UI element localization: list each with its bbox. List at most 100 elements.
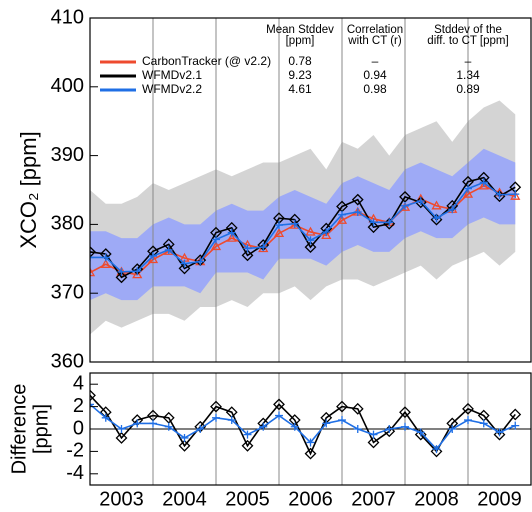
plot-frame xyxy=(89,17,532,363)
marker xyxy=(431,200,442,210)
marker xyxy=(401,201,409,210)
marker xyxy=(432,214,441,223)
stat-value: 4.61 xyxy=(288,82,312,96)
marker xyxy=(338,416,346,425)
marker xyxy=(227,228,236,237)
marker xyxy=(117,425,126,433)
marker xyxy=(369,430,378,439)
y-axis-label: Difference xyxy=(8,384,30,475)
marker xyxy=(90,389,96,402)
series-line xyxy=(90,176,516,279)
y-tick-label: 0 xyxy=(73,417,84,439)
marker xyxy=(464,184,472,193)
marker xyxy=(353,425,362,433)
y-tick-label: 4 xyxy=(73,372,84,394)
marker xyxy=(367,436,380,449)
y-axis-label: [ppm] xyxy=(30,404,52,454)
stat-header: Stddev of the xyxy=(434,24,502,36)
marker xyxy=(479,178,488,187)
y-tick-label: 400 xyxy=(51,75,84,97)
marker xyxy=(133,419,142,428)
marker xyxy=(164,422,173,431)
marker xyxy=(511,421,520,430)
marker xyxy=(479,419,488,428)
y-tick-label: 410 xyxy=(51,6,84,28)
y-tick-label: 2 xyxy=(73,395,84,417)
y-tick-label: 380 xyxy=(51,213,84,235)
stat-header: diff. to CT [ppm] xyxy=(427,35,508,47)
marker xyxy=(210,400,222,413)
marker xyxy=(100,258,111,268)
marker xyxy=(196,257,205,266)
stat-value: 1.34 xyxy=(456,68,480,82)
marker xyxy=(149,419,157,428)
marker xyxy=(178,439,191,452)
marker xyxy=(399,406,411,419)
marker xyxy=(90,246,96,258)
marker xyxy=(243,244,252,253)
marker xyxy=(305,226,316,236)
marker xyxy=(210,241,222,251)
marker xyxy=(101,413,110,422)
stat-value: 0.89 xyxy=(456,82,480,96)
plot-area xyxy=(90,18,522,362)
y-tick-label: 390 xyxy=(51,144,84,166)
marker xyxy=(101,253,110,262)
marker xyxy=(273,228,285,237)
y-tick-label: 360 xyxy=(51,350,84,372)
marker xyxy=(212,413,220,422)
marker xyxy=(178,262,191,275)
marker xyxy=(212,235,220,244)
marker xyxy=(432,445,441,454)
marker xyxy=(275,411,283,420)
marker xyxy=(416,428,425,437)
marker xyxy=(416,197,425,206)
marker xyxy=(448,425,457,433)
marker xyxy=(495,428,504,437)
marker xyxy=(306,438,315,447)
marker xyxy=(115,271,128,284)
x-tick-label: 2005 xyxy=(225,488,270,510)
series-line xyxy=(90,184,516,276)
marker xyxy=(464,416,472,425)
marker xyxy=(353,208,362,217)
marker xyxy=(149,252,157,261)
marker xyxy=(462,188,474,198)
marker xyxy=(226,232,237,242)
marker xyxy=(243,430,252,439)
marker xyxy=(196,425,205,433)
x-tick-label: 2004 xyxy=(162,488,207,510)
stat-value: – xyxy=(465,54,472,68)
y-axis-label: XCO₂ [ppm] xyxy=(16,131,41,248)
marker xyxy=(321,230,332,240)
marker xyxy=(336,214,348,224)
stat-value: 0.78 xyxy=(288,54,312,68)
marker xyxy=(351,402,364,415)
legend-label: WFMDv2.1 xyxy=(142,68,202,82)
marker xyxy=(399,201,411,211)
marker xyxy=(304,447,317,460)
marker xyxy=(117,267,126,276)
marker xyxy=(115,432,128,444)
marker xyxy=(338,210,346,219)
marker xyxy=(401,422,409,431)
legend-label: WFMDv2.2 xyxy=(142,82,202,96)
y-tick-label: 370 xyxy=(51,281,84,303)
stat-value: 9.23 xyxy=(288,68,312,82)
marker xyxy=(304,241,317,254)
marker xyxy=(509,408,522,421)
marker xyxy=(369,218,378,227)
series-line xyxy=(90,403,516,451)
marker xyxy=(322,227,331,236)
marker xyxy=(90,400,94,409)
marker xyxy=(448,205,457,214)
marker xyxy=(180,259,189,268)
marker xyxy=(241,439,254,452)
marker xyxy=(259,422,268,431)
marker xyxy=(90,253,94,262)
x-tick-label: 2009 xyxy=(477,488,522,510)
marker xyxy=(351,193,364,206)
marker xyxy=(241,249,254,262)
marker xyxy=(306,236,315,245)
